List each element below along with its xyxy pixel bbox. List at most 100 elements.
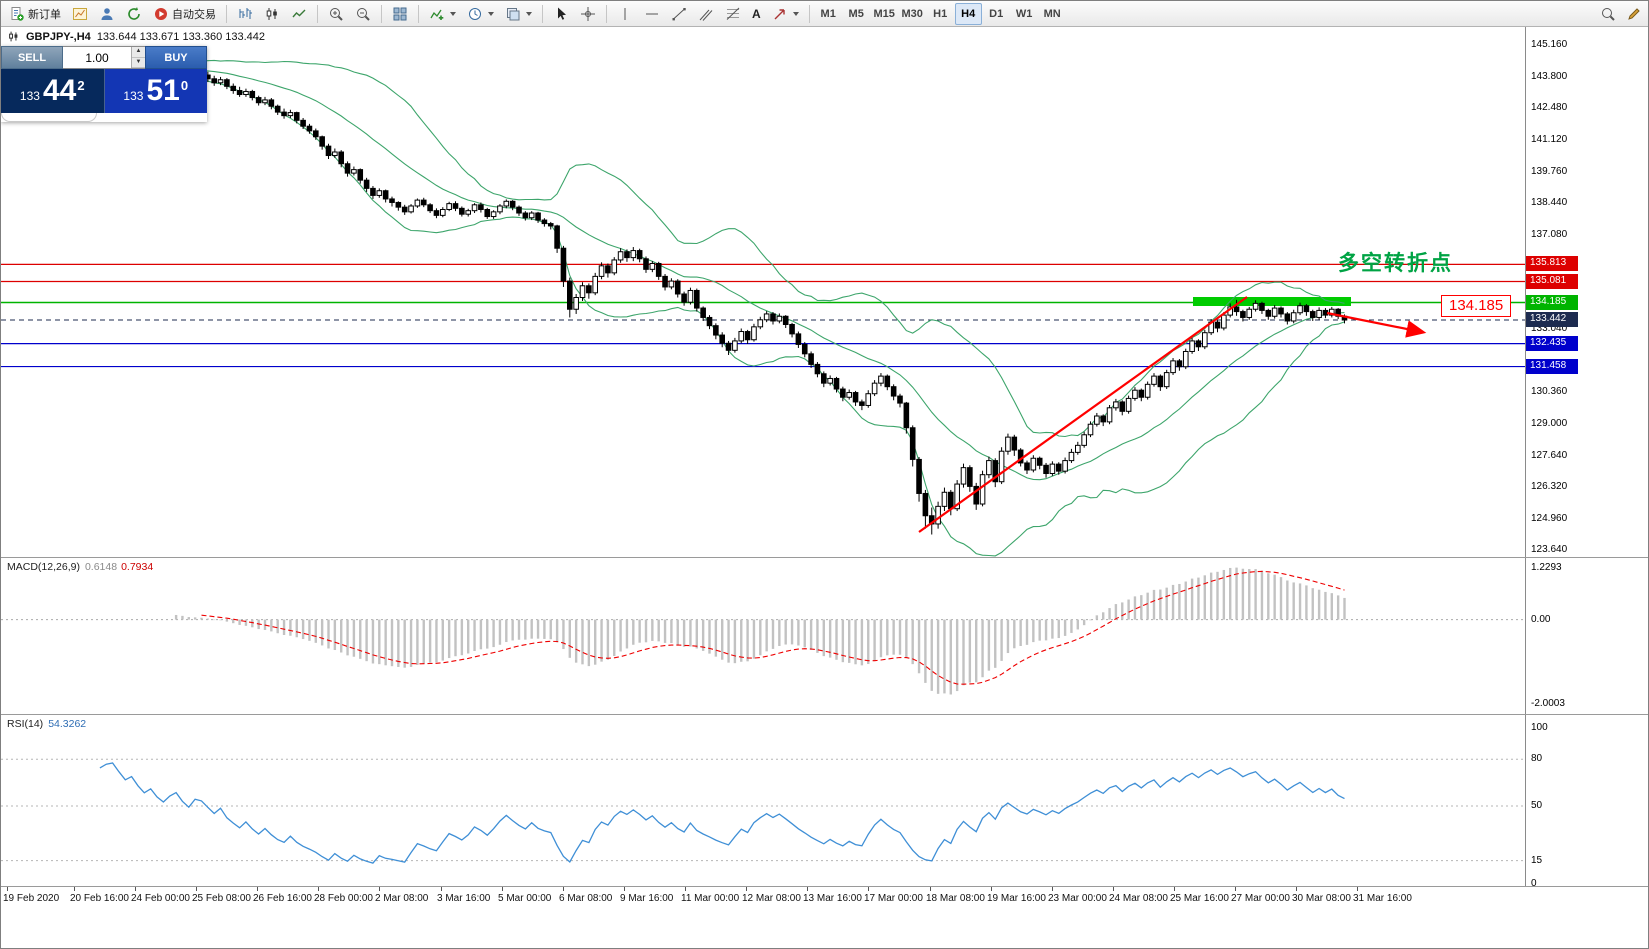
trade-widget-collapse-tab[interactable] (1, 113, 97, 122)
channel-tool-icon (698, 6, 714, 22)
toolbar-separator (808, 4, 810, 23)
horizontal-line-tool-button[interactable] (639, 3, 665, 25)
timeframe-d1-button[interactable]: D1 (983, 3, 1010, 25)
indicators-button[interactable] (424, 3, 461, 25)
buy-price-display[interactable]: 133 51 0 (104, 69, 207, 113)
periods-button[interactable] (462, 3, 499, 25)
price-axis[interactable]: 145.160 143.800 142.480 141.120 139.760 138.4… (1525, 27, 1648, 557)
rsi-axis-label: 0 (1531, 878, 1537, 889)
pencil-icon (1626, 6, 1642, 22)
cursor-icon (558, 7, 566, 20)
templates-icon (505, 6, 521, 22)
tile-windows-icon (392, 6, 408, 22)
macd-main-value: 0.6148 (84, 561, 118, 573)
line-chart-button[interactable] (286, 3, 312, 25)
time-axis-label: 3 Mar 16:00 (437, 893, 491, 904)
candlestick-chart-button[interactable] (259, 3, 285, 25)
timeframe-m5-button[interactable]: M5 (843, 3, 870, 25)
time-axis-label: 24 Feb 00:00 (131, 893, 190, 904)
text-tool-button[interactable]: A (747, 3, 766, 25)
search-button[interactable] (1595, 3, 1621, 25)
chart-ohlc-values: 133.644 133.671 133.360 133.442 (96, 30, 266, 43)
time-axis-tick (257, 887, 258, 891)
time-axis-label: 23 Mar 00:00 (1048, 893, 1107, 904)
volume-down-button[interactable]: ▼ (132, 57, 145, 68)
sell-button[interactable]: SELL (1, 46, 63, 69)
volume-up-button[interactable]: ▲ (132, 47, 145, 58)
indicators-icon (429, 6, 444, 20)
rsi-line (99, 762, 1345, 864)
crosshair-tool-button[interactable] (575, 3, 601, 25)
price-axis-label: 137.080 (1531, 228, 1568, 240)
rsi-axis-label: 80 (1531, 753, 1543, 765)
autotrading-button[interactable]: 自动交易 (148, 3, 221, 25)
chart-window-button[interactable] (67, 3, 93, 25)
profiles-button[interactable] (94, 3, 120, 25)
macd-axis-zero-label: 0.00 (1531, 613, 1551, 625)
time-axis-tick (502, 887, 503, 891)
time-axis-tick (746, 887, 747, 891)
time-axis-tick (563, 887, 564, 891)
toolbar-separator (542, 4, 543, 23)
time-axis-tick (7, 887, 8, 891)
toolbar-separator (381, 4, 382, 23)
timeframe-m15-button[interactable]: M15 (871, 3, 898, 25)
trendline-tool-button[interactable] (666, 3, 692, 25)
tile-windows-button[interactable] (387, 3, 413, 25)
sell-price-display[interactable]: 133 44 2 (1, 69, 105, 113)
new-order-button[interactable]: 新订单 (4, 3, 66, 25)
timeframe-h1-button[interactable]: H1 (927, 3, 954, 25)
price-chart-plot[interactable] (1, 27, 1525, 557)
macd-axis-bottom-label: -2.0003 (1531, 698, 1565, 709)
zoom-out-button[interactable] (350, 3, 376, 25)
volume-input[interactable] (63, 47, 131, 68)
vertical-line-tool-button[interactable] (612, 3, 638, 25)
macd-axis[interactable]: 1.2293 0.00 -2.0003 (1525, 558, 1648, 714)
macd-axis-top-label: 1.2293 (1531, 562, 1562, 573)
zoom-in-icon (328, 6, 344, 22)
time-axis[interactable]: 19 Feb 2020 20 Feb 16:00 24 Feb 00:00 25 Fe… (1, 886, 1648, 912)
quick-edit-button[interactable] (1621, 3, 1647, 25)
time-axis-label: 13 Mar 16:00 (803, 893, 862, 904)
time-axis-tick (1357, 887, 1358, 891)
time-axis-tick (685, 887, 686, 891)
bar-chart-button[interactable] (232, 3, 258, 25)
timeframe-m1-button[interactable]: M1 (815, 3, 842, 25)
price-axis-label: 143.800 (1531, 70, 1568, 82)
price-level-callout[interactable]: 134.185 (1441, 295, 1512, 317)
trendline-tool-icon (672, 7, 686, 20)
main-toolbar: 新订单 自动交易 A M1 M5 M15 (1, 1, 1648, 27)
price-axis-badge: 134.185 (1526, 294, 1578, 310)
turning-point-annotation[interactable]: 多空转折点 (1338, 252, 1453, 275)
price-axis-label: 130.360 (1531, 386, 1568, 398)
macd-plot[interactable] (1, 558, 1525, 715)
buy-price-small: 133 (123, 89, 144, 103)
indicators-dropdown-caret (450, 11, 456, 16)
cursor-tool-button[interactable] (548, 3, 574, 25)
zoom-in-button[interactable] (323, 3, 349, 25)
toolbar-separator (317, 4, 318, 23)
support-zone-annotation (1193, 297, 1351, 306)
timeframe-m30-button[interactable]: M30 (899, 3, 926, 25)
new-order-icon (9, 6, 24, 21)
channel-tool-button[interactable] (693, 3, 719, 25)
toolbar-separator (606, 4, 607, 23)
volume-field: ▲ ▼ (63, 46, 145, 69)
timeframe-h4-button[interactable]: H4 (954, 2, 982, 25)
rsi-plot[interactable] (1, 715, 1525, 887)
templates-dropdown-caret (526, 11, 532, 16)
rsi-axis[interactable]: 100 80 50 15 0 (1525, 715, 1648, 889)
timeframe-w1-button[interactable]: W1 (1011, 3, 1038, 25)
buy-button[interactable]: BUY (145, 46, 207, 69)
refresh-button[interactable] (121, 3, 147, 25)
templates-button[interactable] (500, 3, 537, 25)
arrows-tool-button[interactable] (767, 3, 804, 25)
time-axis-label: 11 Mar 00:00 (681, 893, 740, 904)
fibonacci-tool-button[interactable] (720, 3, 746, 25)
timeframe-mn-button[interactable]: MN (1039, 3, 1066, 25)
sell-price-small: 133 (19, 89, 40, 103)
horizontal-line-tool-icon (644, 6, 660, 22)
bar-chart-icon (237, 6, 253, 22)
